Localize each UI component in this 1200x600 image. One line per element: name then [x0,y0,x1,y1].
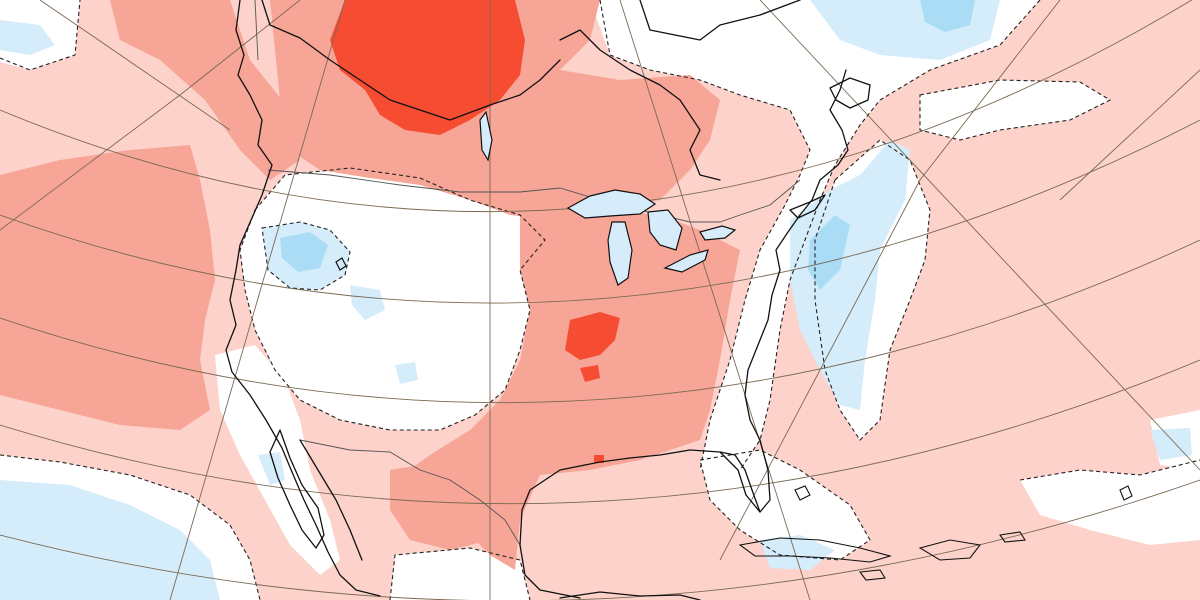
strong-warm-area [594,455,604,463]
longitude-line [619,0,811,600]
zero-contour [814,139,931,441]
baja-peninsula-coast [269,429,325,549]
strong-warm-area [580,365,600,382]
neutral-area [700,450,870,560]
florida-coast [719,451,761,513]
moderate-cool-area [920,0,975,32]
zero-contour [0,0,81,71]
neutral-area [390,548,530,600]
moderate-cool-area [808,215,850,290]
coastlines [225,0,871,600]
gulf-of-california-coast [299,439,363,561]
great-lakes [335,110,737,286]
zero-contour [599,0,811,471]
latitude-line [0,119,1200,304]
longitude-line [1059,69,1200,201]
canada-alaska-border [254,0,259,61]
hispaniola-outline [918,539,981,561]
lake-erie [663,249,709,273]
lake-michigan [607,221,633,286]
bahamas-outline [794,485,811,501]
gulf-of-mexico-coast [519,419,771,546]
zero-contour [919,79,1112,141]
weak-cool-area [760,535,835,570]
zero-contour [699,449,871,561]
longitude-line [169,0,346,600]
jamaica-outline [858,569,886,581]
hudson-bay-coast [559,29,721,181]
lake-superior [566,189,657,219]
weak-cool-area [790,140,910,410]
strong-warm-area [565,312,620,360]
zero-contour [239,167,546,431]
moderate-warm-area [0,145,215,430]
great-salt-lake [335,257,347,271]
yucatan-coast [519,544,581,599]
strong-warm-area [330,0,525,135]
weak-cool-area [0,20,55,55]
moderate-warm-area [110,0,300,180]
longitude-line [759,0,1200,471]
atlantic-coastline [744,69,849,421]
nova-scotia-coast [789,194,826,219]
labrador-coast [639,0,801,41]
zero-contour [739,0,1041,471]
latitude-line [0,239,1200,404]
longitude-line [719,0,1061,561]
puerto-rico-outline [999,531,1026,543]
cuba-outline [738,537,893,563]
neutral-area [1020,460,1200,545]
lake-winnipeg [479,110,493,162]
neutral-area [920,80,1110,140]
newfoundland-coast [829,77,871,109]
lesser-antilles-outline [1119,485,1133,501]
lake-huron [647,209,683,251]
arctic-coast [261,0,561,121]
weak-cool-area [1150,428,1192,460]
moderate-cool-area [280,232,328,272]
longitude-line [0,0,301,231]
us-mexico-border [299,439,521,546]
weak-cool-area [350,285,385,320]
zero-contour [261,221,351,291]
moderate-warm-area [390,462,500,550]
latitude-line [0,359,1200,505]
zero-contour [389,547,531,600]
weak-cool-area [395,362,418,384]
lake-ontario [699,225,737,241]
zero-contour [1019,459,1200,481]
caribbean-islands [738,485,1133,581]
central-america-coast [559,591,701,600]
pacific-coastline [225,0,381,597]
longitude-line [39,0,231,131]
weak-cool-area [0,480,220,600]
